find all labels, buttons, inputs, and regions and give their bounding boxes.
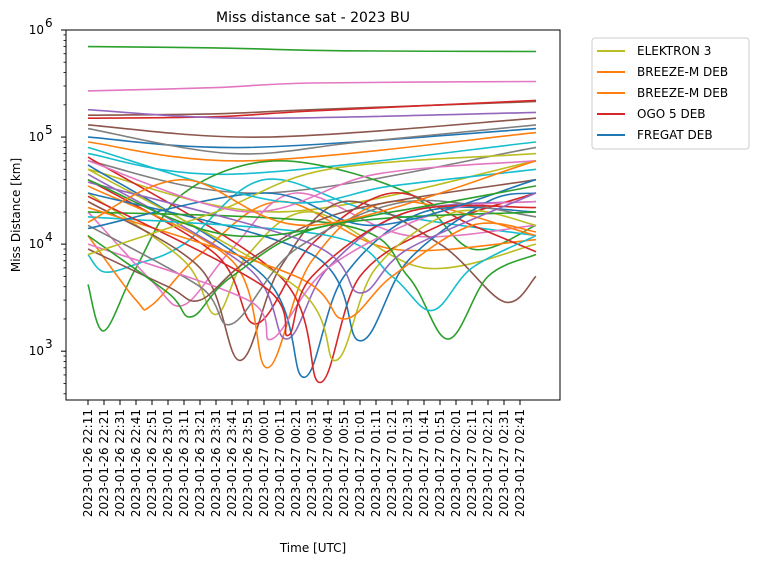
x-tick-label-2: 2023-01-26 22:31	[113, 409, 127, 517]
series-lines	[87, 45, 537, 384]
series-line-5	[87, 127, 537, 149]
x-tick-label-5: 2023-01-26 23:01	[161, 409, 175, 517]
x-tick-label-10: 2023-01-26 23:51	[241, 409, 255, 517]
x-axis-ticks: 2023-01-26 22:11 2023-01-26 22:21 2023-01-…	[81, 400, 527, 517]
x-tick-label-22: 2023-01-27 01:51	[433, 409, 447, 517]
series-line-35	[87, 146, 537, 204]
series-line-33	[87, 152, 537, 256]
plot-frame	[65, 29, 561, 401]
series-line-37	[87, 117, 537, 138]
series-line-7	[87, 141, 537, 176]
series-line-0	[87, 45, 537, 53]
series-line-12	[87, 200, 537, 311]
series-line-31	[87, 181, 537, 294]
series-line-3	[87, 99, 537, 119]
x-tick-label-23: 2023-01-27 02:01	[449, 409, 463, 517]
series-line-39	[87, 160, 537, 227]
y-tick-label-0: 10	[29, 344, 44, 358]
x-axis-label: Time [UTC]	[279, 541, 346, 555]
x-tick-label-24: 2023-01-27 02:11	[465, 409, 479, 517]
x-tick-label-6: 2023-01-26 23:11	[177, 409, 191, 517]
x-tick-label-19: 2023-01-27 01:21	[385, 409, 399, 517]
series-line-38	[87, 178, 537, 238]
x-tick-label-17: 2023-01-27 01:01	[353, 409, 367, 517]
x-tick-label-12: 2023-01-27 00:11	[273, 409, 287, 517]
x-tick-label-14: 2023-01-27 00:31	[305, 409, 319, 517]
series-line-19	[87, 164, 537, 379]
series-line-28	[87, 206, 537, 320]
series-line-23	[87, 211, 537, 340]
x-tick-label-3: 2023-01-26 22:41	[129, 409, 143, 517]
series-line-1	[87, 80, 537, 92]
series-line-16	[87, 179, 537, 325]
y-tick-label-2: 10	[29, 130, 44, 144]
series-line-21	[87, 168, 537, 362]
series-line-6	[87, 131, 537, 162]
x-tick-label-27: 2023-01-27 02:41	[513, 409, 527, 517]
x-tick-label-1: 2023-01-26 22:21	[97, 409, 111, 517]
x-tick-label-8: 2023-01-26 23:31	[209, 409, 223, 517]
legend-box	[591, 37, 750, 150]
legend-label-0: ELEKTRON 3	[637, 44, 711, 58]
series-line-22	[87, 192, 537, 342]
x-tick-label-21: 2023-01-27 01:41	[417, 409, 431, 517]
series-line-4	[87, 108, 537, 120]
y-tick-exponent-3: 6	[45, 16, 53, 30]
series-line-36	[87, 124, 537, 155]
x-tick-label-11: 2023-01-27 00:01	[257, 409, 271, 517]
x-tick-label-7: 2023-01-26 23:21	[193, 409, 207, 517]
series-line-14	[87, 192, 537, 316]
x-tick-label-16: 2023-01-27 00:51	[337, 409, 351, 517]
y-axis-label: Miss Distance [km]	[9, 158, 23, 272]
x-tick-label-13: 2023-01-27 00:21	[289, 409, 303, 517]
series-line-25	[87, 199, 537, 326]
legend-label-3: OGO 5 DEB	[637, 107, 706, 121]
series-line-29	[87, 211, 537, 318]
x-tick-label-26: 2023-01-27 02:31	[497, 409, 511, 517]
series-line-30	[87, 195, 537, 337]
legend-label-1: BREEZE-M DEB	[637, 65, 728, 79]
legend-label-2: BREEZE-M DEB	[637, 86, 728, 100]
y-tick-exponent-0: 3	[45, 337, 53, 351]
legend: ELEKTRON 3 BREEZE-M DEB BREEZE-M DEB OGO 5 …	[591, 37, 750, 150]
x-tick-label-25: 2023-01-27 02:21	[481, 409, 495, 517]
x-tick-label-9: 2023-01-26 23:41	[225, 409, 239, 517]
plot-area	[66, 30, 560, 400]
series-line-32	[87, 178, 537, 230]
x-tick-label-0: 2023-01-26 22:11	[81, 409, 95, 517]
y-tick-exponent-2: 5	[45, 123, 53, 137]
x-tick-label-18: 2023-01-27 01:11	[369, 409, 383, 517]
series-line-10	[87, 159, 537, 332]
x-tick-label-15: 2023-01-27 00:41	[321, 409, 335, 517]
x-tick-label-20: 2023-01-27 01:31	[401, 409, 415, 517]
y-tick-label-3: 10	[29, 23, 44, 37]
chart-title: Miss distance sat - 2023 BU	[216, 10, 410, 26]
x-tick-label-4: 2023-01-26 22:51	[145, 409, 159, 517]
series-line-27	[87, 178, 537, 302]
legend-label-4: FREGAT DEB	[637, 128, 713, 142]
y-tick-label-1: 10	[29, 237, 44, 251]
y-tick-exponent-1: 4	[45, 230, 53, 244]
